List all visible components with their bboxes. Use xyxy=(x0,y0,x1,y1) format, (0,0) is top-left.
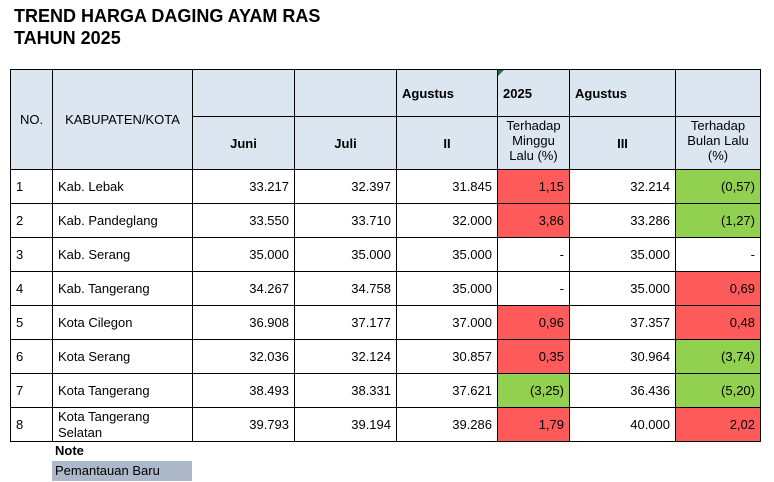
price-cell: 1,15 xyxy=(497,169,570,204)
price-cell: 33.286 xyxy=(569,203,676,238)
row-number: 8 xyxy=(10,407,53,442)
price-cell: - xyxy=(675,237,761,272)
price-cell: 35.000 xyxy=(396,271,498,306)
header-cell: II xyxy=(396,116,498,170)
header-cell: KABUPATEN/KOTA xyxy=(52,69,193,170)
header-cell xyxy=(294,69,397,117)
price-cell: 38.493 xyxy=(192,373,295,408)
price-cell: 0,35 xyxy=(497,339,570,374)
region-name: Kab. Serang xyxy=(52,237,193,272)
region-name: Kab. Lebak xyxy=(52,169,193,204)
price-cell: 32.036 xyxy=(192,339,295,374)
price-cell: 37.000 xyxy=(396,305,498,340)
price-cell: (1,27) xyxy=(675,203,761,238)
price-cell: 32.000 xyxy=(396,203,498,238)
price-cell: 35.000 xyxy=(569,237,676,272)
row-number: 4 xyxy=(10,271,53,306)
price-cell: 30.964 xyxy=(569,339,676,374)
row-number: 5 xyxy=(10,305,53,340)
table-row: 8 Kota Tangerang Selatan 39.793 39.194 39.28… xyxy=(10,407,761,442)
price-cell: 35.000 xyxy=(569,271,676,306)
table-row: 5 Kota Cilegon 36.908 37.177 37.000 0,96 37.35… xyxy=(10,305,761,340)
row-number: 1 xyxy=(10,169,53,204)
price-cell: 39.793 xyxy=(192,407,295,442)
title: TREND HARGA DAGING AYAM RAS xyxy=(14,6,321,26)
header-text: 2025 xyxy=(503,85,532,101)
header-cell: Agustus xyxy=(396,69,498,117)
price-cell: 40.000 xyxy=(569,407,676,442)
table-row: 1 Kab. Lebak 33.217 32.397 31.845 1,15 32.214(… xyxy=(10,169,761,204)
header-cell: 2025 xyxy=(497,69,570,117)
row-number: 7 xyxy=(10,373,53,408)
price-cell: 36.436 xyxy=(569,373,676,408)
region-name: Kota Tangerang Selatan xyxy=(52,407,193,442)
header-cell: Juni xyxy=(192,116,295,170)
price-cell: 31.845 xyxy=(396,169,498,204)
price-cell: 33.217 xyxy=(192,169,295,204)
price-cell: - xyxy=(497,237,570,272)
price-cell: 39.194 xyxy=(294,407,397,442)
price-cell: 32.124 xyxy=(294,339,397,374)
header-cell xyxy=(192,69,295,117)
table-row: 4 Kab. Tangerang 34.267 34.758 35.000-35.000… xyxy=(10,271,761,306)
comment-marker xyxy=(498,70,504,76)
price-cell: 2,02 xyxy=(675,407,761,442)
region-name: Kota Serang xyxy=(52,339,193,374)
price-cell: (5,20) xyxy=(675,373,761,408)
header-cell xyxy=(675,69,761,117)
region-name: Kab. Pandeglang xyxy=(52,203,193,238)
price-cell: 35.000 xyxy=(294,237,397,272)
region-name: Kota Cilegon xyxy=(52,305,193,340)
header-cell: Terhadap Bulan Lalu (%) xyxy=(675,116,761,170)
title: TAHUN 2025 xyxy=(14,28,121,48)
table-row: 7 Kota Tangerang 38.493 38.331 37.621 (3,25) 3… xyxy=(10,373,761,408)
region-name: Kota Tangerang xyxy=(52,373,193,408)
price-cell: 35.000 xyxy=(192,237,295,272)
price-cell: 0,48 xyxy=(675,305,761,340)
note-label: Note xyxy=(55,443,84,458)
table-row: 2 Kab. Pandeglang 33.550 33.710 32.000 3,86 33… xyxy=(10,203,761,238)
price-cell: 33.710 xyxy=(294,203,397,238)
price-table: NO. KABUPATEN/KOTA Agustus 2025 Agustus … xyxy=(10,69,761,442)
price-cell: 37.357 xyxy=(569,305,676,340)
row-number: 2 xyxy=(10,203,53,238)
price-cell: 38.331 xyxy=(294,373,397,408)
price-cell: 35.000 xyxy=(396,237,498,272)
header-cell: Terhadap Minggu Lalu (%) xyxy=(497,116,570,170)
price-cell: 30.857 xyxy=(396,339,498,374)
table-row: 3 Kab. Serang 35.000 35.000 35.000-35.000- xyxy=(10,237,761,272)
header-cell: III xyxy=(569,116,676,170)
price-cell: 33.550 xyxy=(192,203,295,238)
note-legend: Pemantauan Baru xyxy=(52,461,192,481)
price-cell: 32.397 xyxy=(294,169,397,204)
table-row: 6 Kota Serang 32.036 32.124 30.857 0,35 30.964… xyxy=(10,339,761,374)
price-cell: - xyxy=(497,271,570,306)
price-cell: 0,69 xyxy=(675,271,761,306)
price-cell: (3,25) xyxy=(497,373,570,408)
price-cell: 1,79 xyxy=(497,407,570,442)
price-cell: 36.908 xyxy=(192,305,295,340)
header-cell: Agustus xyxy=(569,69,676,117)
price-cell: 37.621 xyxy=(396,373,498,408)
row-number: 3 xyxy=(10,237,53,272)
price-cell: 0,96 xyxy=(497,305,570,340)
header-cell: Juli xyxy=(294,116,397,170)
price-cell: (3,74) xyxy=(675,339,761,374)
price-cell: 37.177 xyxy=(294,305,397,340)
header-cell: NO. xyxy=(10,69,53,170)
price-cell: 32.214 xyxy=(569,169,676,204)
price-cell: 34.267 xyxy=(192,271,295,306)
price-cell: 3,86 xyxy=(497,203,570,238)
price-cell: 39.286 xyxy=(396,407,498,442)
region-name: Kab. Tangerang xyxy=(52,271,193,306)
price-cell: (0,57) xyxy=(675,169,761,204)
price-cell: 34.758 xyxy=(294,271,397,306)
row-number: 6 xyxy=(10,339,53,374)
